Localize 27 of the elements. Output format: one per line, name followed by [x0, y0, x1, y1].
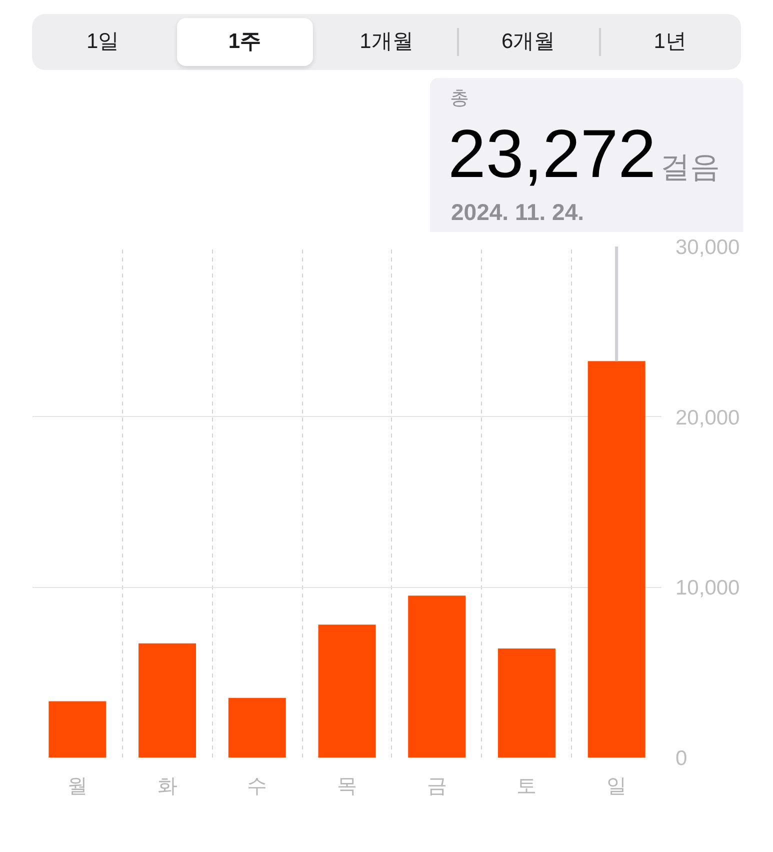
text: 총	[450, 88, 469, 110]
text: 1개월	[358, 29, 414, 55]
text: 1주	[227, 29, 262, 55]
annotation: 23,272	[448, 116, 656, 192]
y-tick-label: 20,000	[676, 406, 740, 430]
x-tick-label: 일	[606, 776, 627, 798]
text: 2024. 11. 24.	[451, 199, 584, 225]
x-tick-label: 목	[337, 776, 357, 798]
text: 6개월	[500, 29, 556, 55]
bar	[498, 648, 556, 758]
x-tick-label: 금	[426, 776, 447, 798]
x-tick-label: 수	[247, 776, 268, 798]
bar	[228, 698, 286, 758]
y-tick-label: 30,000	[676, 236, 740, 259]
y-tick-label: 0	[676, 747, 688, 770]
y-tick-label: 10,000	[676, 576, 740, 600]
x-tick-label: 월	[67, 776, 88, 798]
bar	[408, 596, 466, 758]
bar	[588, 361, 646, 758]
text: 걸음	[660, 151, 720, 184]
bar	[138, 643, 196, 758]
text: 1년	[652, 29, 688, 55]
bar	[318, 624, 376, 758]
bar	[48, 701, 106, 758]
x-tick-label: 화	[157, 776, 178, 798]
text: 1일	[86, 29, 120, 55]
x-tick-label: 토	[516, 776, 537, 798]
